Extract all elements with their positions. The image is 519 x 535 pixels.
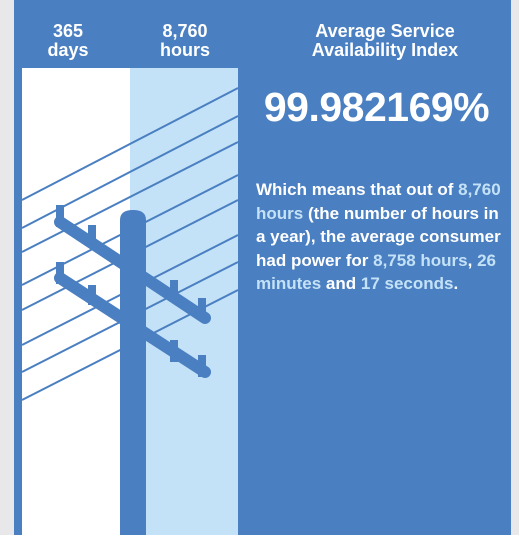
days-value: 365 [40,22,96,41]
index-title: Average Service Availability Index [300,22,470,60]
description-text: , [468,251,477,270]
infographic: 365 days 8,760 hours Average Service Ava… [0,0,519,535]
description-text: Which means that out of [256,180,458,199]
hours-unit: hours [150,41,220,60]
highlight-text: 17 seconds [361,274,454,293]
hours-value: 8,760 [150,22,220,41]
hours-header: 8,760 hours [150,22,220,60]
description-text: and [321,274,361,293]
highlight-text: 8,758 hours [373,251,468,270]
description-text: . [453,274,458,293]
days-header: 365 days [40,22,96,60]
description: Which means that out of 8,760 hours (the… [256,178,506,296]
index-value: 99.982169% [236,84,517,131]
days-unit: days [40,41,96,60]
